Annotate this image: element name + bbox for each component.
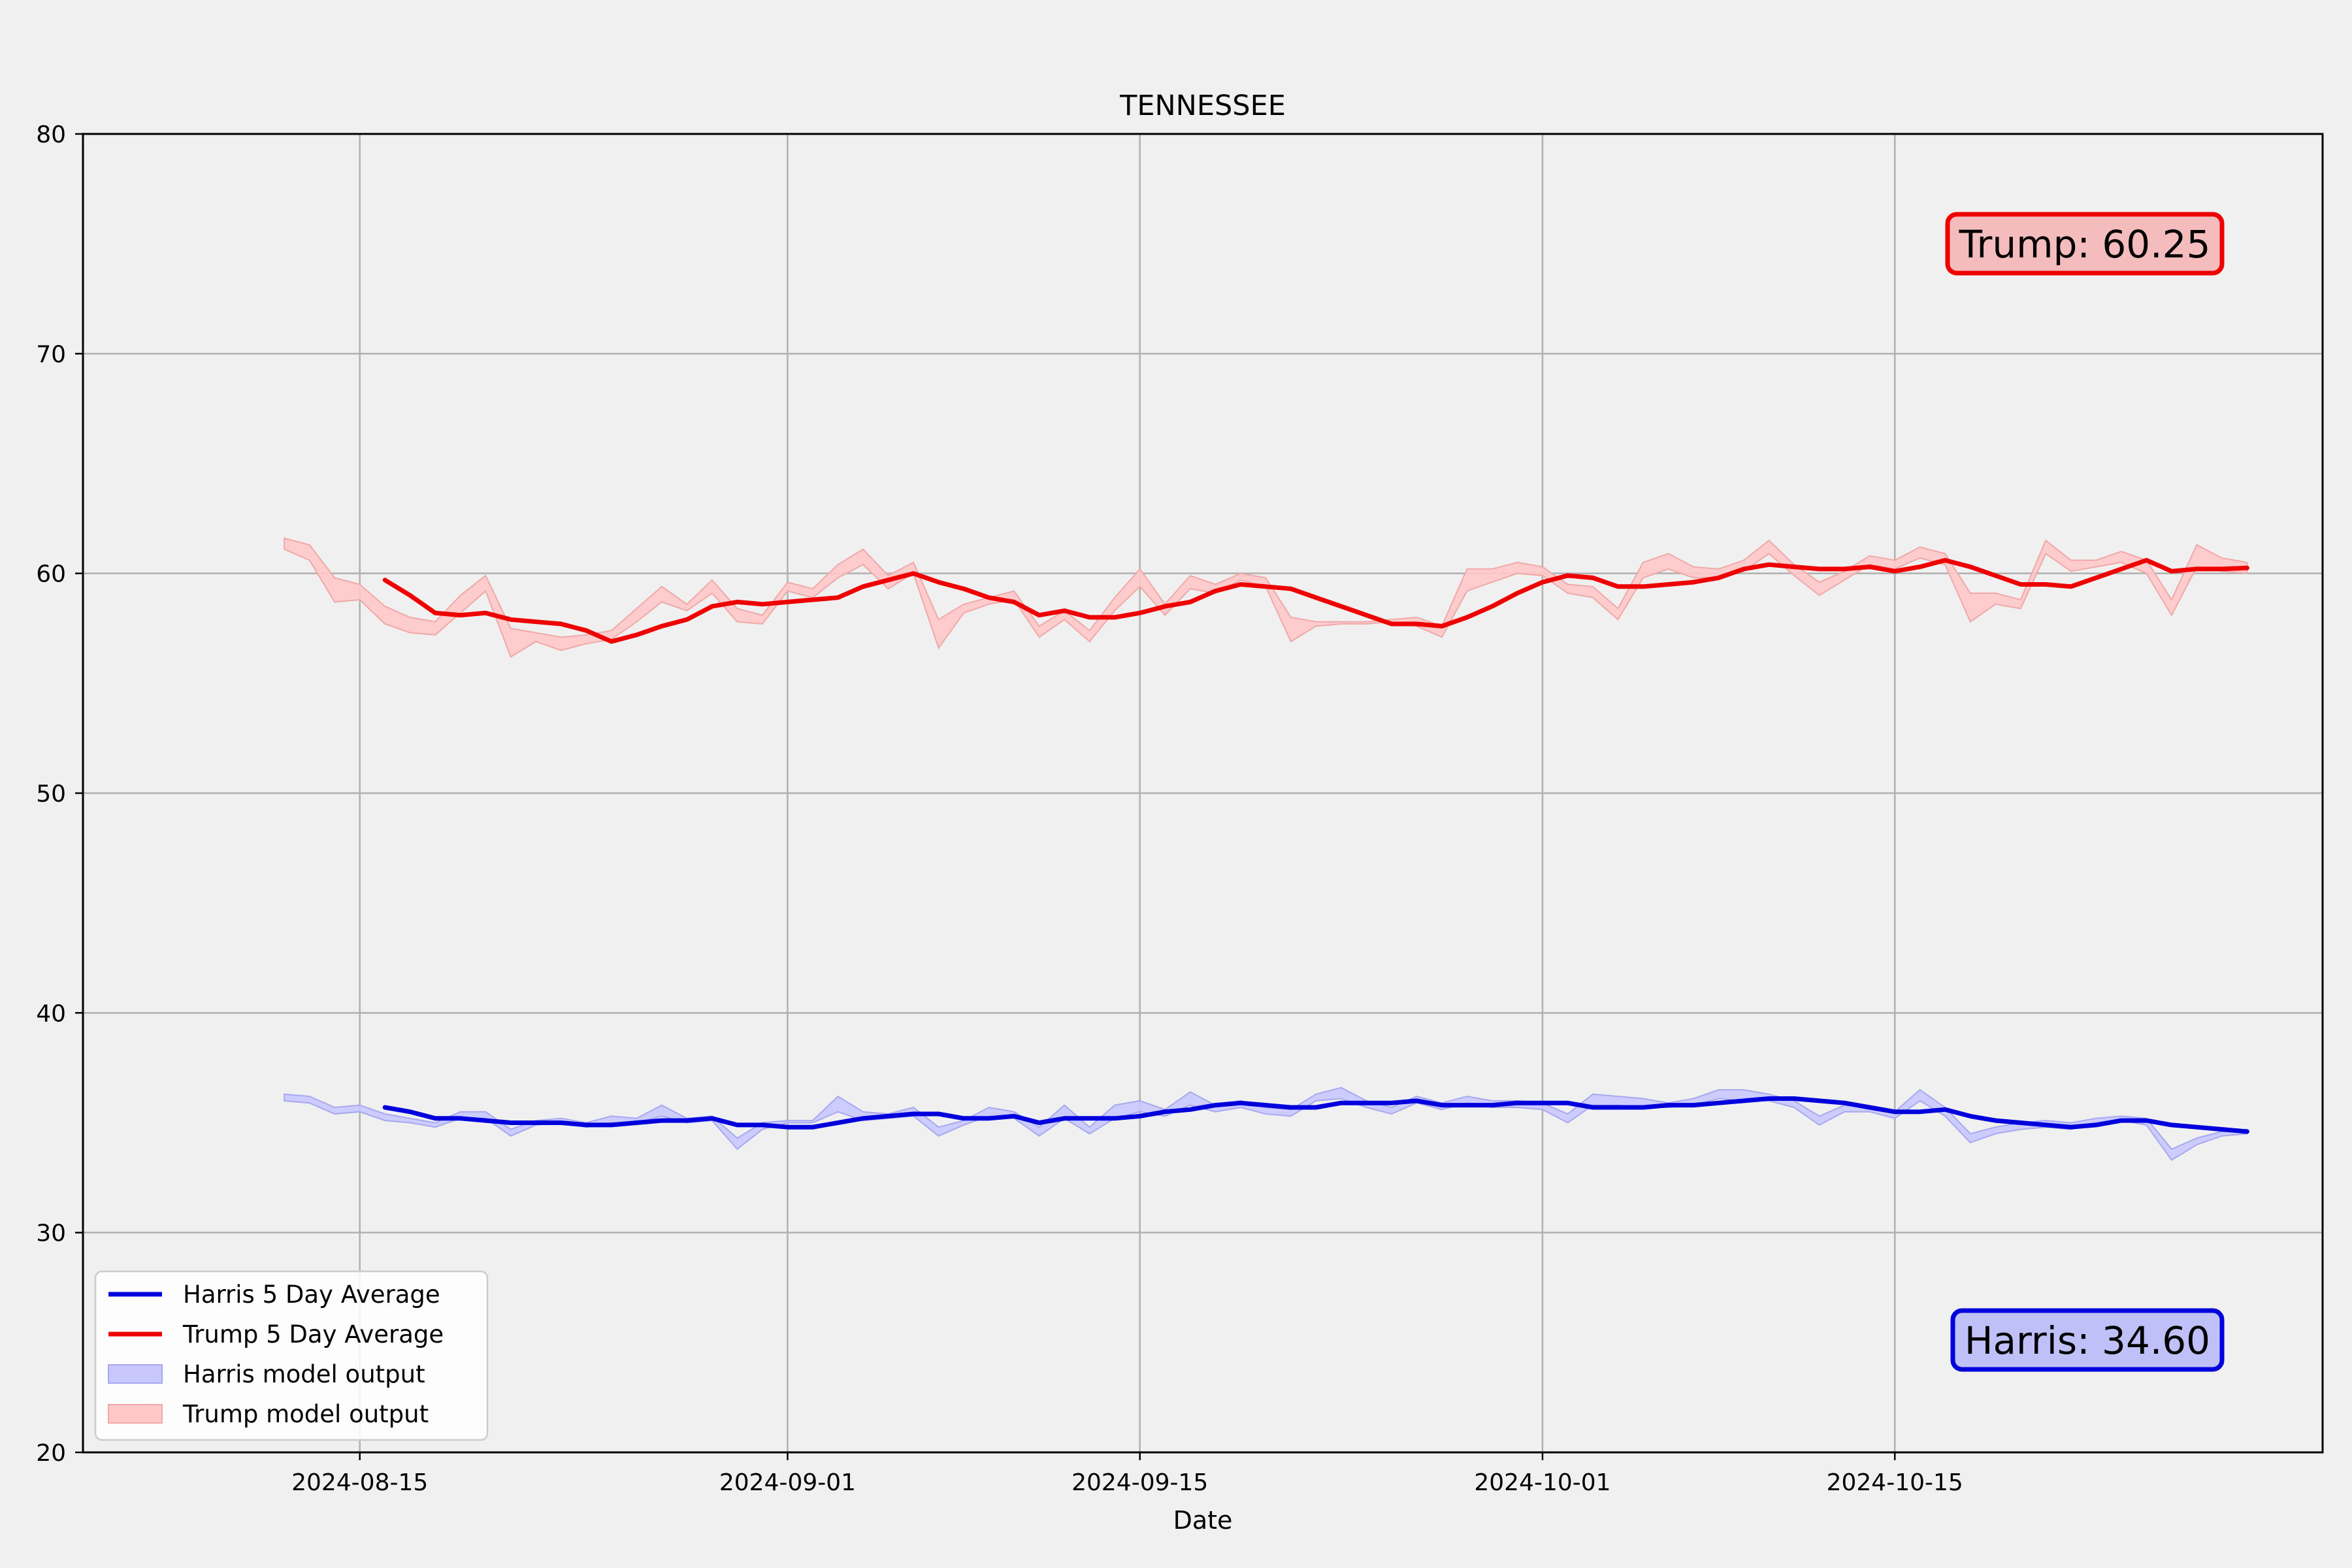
harris-model-output-legend-label: Harris model output <box>183 1360 425 1388</box>
trump-model-output-legend-swatch <box>108 1404 163 1424</box>
harris-badge-label: Harris: 34.60 <box>1965 1318 2210 1363</box>
harris-model-output-legend-swatch <box>108 1364 163 1384</box>
average-lines <box>382 558 2249 1134</box>
x-tick-label: 2024-10-01 <box>1474 1469 1610 1496</box>
harris-5-day-average-line <box>382 1096 2249 1134</box>
trump-model-output-band <box>284 537 2248 658</box>
y-tick-label: 80 <box>36 122 66 148</box>
chart-title: TENNESSEE <box>1119 90 1286 122</box>
trump-model-output-legend-label: Trump model output <box>182 1400 429 1428</box>
y-axis: 20 30 40 50 60 70 80 <box>36 122 83 1467</box>
annotations: Trump: 60.25 Harris: 34.60 <box>1945 212 2225 1372</box>
trump-badge-label: Trump: 60.25 <box>1959 222 2211 267</box>
y-tick-label: 70 <box>36 341 66 368</box>
x-tick-label: 2024-09-01 <box>719 1469 856 1496</box>
harris-5-day-average-legend-label: Harris 5 Day Average <box>183 1281 440 1309</box>
y-tick-label: 50 <box>36 781 66 808</box>
x-axis-label: Date <box>1173 1506 1233 1535</box>
y-tick-label: 30 <box>36 1220 66 1247</box>
grid <box>83 133 2323 1454</box>
trump-badge <box>1945 212 2225 276</box>
x-axis: 2024-08-15 2024-09-01 2024-09-15 2024-10-01… <box>291 1452 1963 1496</box>
harris-badge <box>1950 1308 2225 1372</box>
legend: Harris 5 Day Average Trump 5 Day Average H… <box>94 1270 489 1441</box>
legend-box <box>94 1270 489 1441</box>
x-tick-label: 2024-09-15 <box>1071 1469 1208 1496</box>
trump-5-day-average-line <box>382 558 2249 644</box>
y-tick-label: 60 <box>36 561 66 588</box>
y-tick-label: 40 <box>36 1000 66 1027</box>
x-tick-label: 2024-10-15 <box>1827 1469 1963 1496</box>
trump-5-day-average-legend-label: Trump 5 Day Average <box>182 1320 444 1348</box>
y-tick-label: 20 <box>36 1440 66 1467</box>
x-tick-label: 2024-08-15 <box>291 1469 428 1496</box>
